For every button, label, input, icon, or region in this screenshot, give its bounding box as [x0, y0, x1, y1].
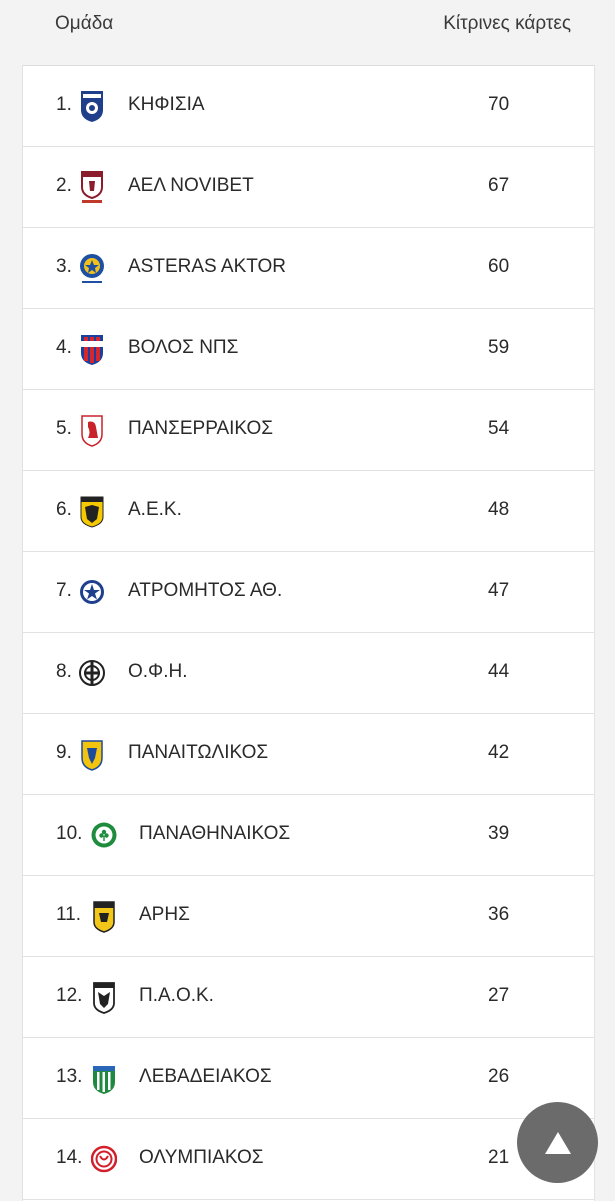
yellow-cards-value: 67	[488, 175, 510, 196]
rank: 2.	[56, 175, 72, 196]
team-name: ΑΤΡΟΜΗΤΟΣ ΑΘ.	[128, 580, 283, 601]
rank: 3.	[56, 256, 72, 277]
yellow-cards-value: 60	[488, 256, 510, 277]
yellow-cards-value: 48	[488, 499, 510, 520]
rank: 7.	[56, 580, 72, 601]
levadiakos-logo-icon	[91, 1060, 117, 1096]
rank: 9.	[56, 742, 72, 763]
team-name: Π.Α.Ο.Κ.	[139, 985, 214, 1006]
table-row: 9. ΠΑΝΑΙΤΩΛΙΚΟΣ 42	[23, 714, 594, 795]
rank: 12.	[56, 985, 83, 1006]
kifisia-logo-icon	[79, 88, 105, 124]
rank: 14.	[56, 1147, 83, 1168]
yellow-cards-value: 44	[488, 661, 510, 682]
table-row: 13. ΛΕΒΑΔΕΙΑΚΟΣ 26	[23, 1038, 594, 1119]
table-row: 12. Π.Α.Ο.Κ. 27	[23, 957, 594, 1038]
aris-logo-icon	[91, 898, 117, 934]
table-row: 2. ΑΕΛ NOVIBET 67	[23, 147, 594, 228]
yellow-cards-value: 59	[488, 337, 510, 358]
rank: 4.	[56, 337, 72, 358]
column-header-team: Ομάδα	[55, 13, 114, 34]
yellow-cards-value: 47	[488, 580, 510, 601]
table-header: Ομάδα Κίτρινες κάρτες	[0, 0, 615, 64]
yellow-cards-value: 21	[488, 1147, 510, 1168]
table-row: 5. ΠΑΝΣΕΡΡΑΙΚΟΣ 54	[23, 390, 594, 471]
team-name: ΑΕΛ NOVIBET	[128, 175, 254, 196]
atromitos-logo-icon	[79, 574, 105, 610]
team-name: ΑΡΗΣ	[139, 904, 190, 925]
olympiakos-logo-icon	[91, 1141, 117, 1177]
team-name: ΚΗΦΙΣΙΑ	[128, 94, 205, 115]
rank: 11.	[56, 904, 82, 925]
table-row: 1. ΚΗΦΙΣΙΑ 70	[23, 66, 594, 147]
team-name: ΟΛΥΜΠΙΑΚΟΣ	[139, 1147, 264, 1168]
yellow-cards-value: 26	[488, 1066, 510, 1087]
table-row: 14. ΟΛΥΜΠΙΑΚΟΣ 21	[23, 1119, 594, 1200]
team-name: Α.Ε.Κ.	[128, 499, 182, 520]
rank: 10.	[56, 823, 83, 844]
aek-logo-icon	[79, 493, 105, 529]
scroll-to-top-button[interactable]	[517, 1102, 598, 1183]
table-row: 6. Α.Ε.Κ. 48	[23, 471, 594, 552]
table-row: 10. ΠΑΝΑΘΗΝΑΙΚΟΣ 39	[23, 795, 594, 876]
paok-logo-icon	[91, 979, 117, 1015]
team-name: ΛΕΒΑΔΕΙΑΚΟΣ	[139, 1066, 272, 1087]
panserraikos-logo-icon	[79, 412, 105, 448]
rank: 8.	[56, 661, 72, 682]
asteras-logo-icon	[79, 250, 105, 286]
rank: 6.	[56, 499, 72, 520]
team-name: ΠΑΝΑΘΗΝΑΙΚΟΣ	[139, 823, 291, 844]
table-row: 11. ΑΡΗΣ 36	[23, 876, 594, 957]
yellow-cards-table: 1. ΚΗΦΙΣΙΑ 70 2. ΑΕΛ NOVIBET 67 3. ASTER…	[22, 65, 595, 1201]
yellow-cards-value: 70	[488, 94, 510, 115]
triangle-up-icon	[544, 1131, 571, 1154]
volos-logo-icon	[79, 331, 105, 367]
table-row: 8. Ο.Φ.Η. 44	[23, 633, 594, 714]
team-name: ΒΟΛΟΣ ΝΠΣ	[128, 337, 239, 358]
team-name: Ο.Φ.Η.	[128, 661, 188, 682]
panathinaikos-logo-icon	[91, 817, 117, 853]
rank: 5.	[56, 418, 72, 439]
yellow-cards-value: 42	[488, 742, 510, 763]
yellow-cards-value: 39	[488, 823, 510, 844]
column-header-yellow-cards: Κίτρινες κάρτες	[443, 13, 571, 34]
panaitolikos-logo-icon	[79, 736, 105, 772]
ofi-logo-icon	[79, 655, 105, 691]
rank: 13.	[56, 1066, 83, 1087]
table-row: 3. ASTERAS AKTOR 60	[23, 228, 594, 309]
table-row: 4. ΒΟΛΟΣ ΝΠΣ 59	[23, 309, 594, 390]
yellow-cards-value: 54	[488, 418, 510, 439]
table-row: 7. ΑΤΡΟΜΗΤΟΣ ΑΘ. 47	[23, 552, 594, 633]
yellow-cards-value: 27	[488, 985, 510, 1006]
team-name: ΠΑΝΣΕΡΡΑΙΚΟΣ	[128, 418, 274, 439]
rank: 1.	[56, 94, 72, 115]
ael-logo-icon	[79, 169, 105, 205]
team-name: ΠΑΝΑΙΤΩΛΙΚΟΣ	[128, 742, 269, 763]
team-name: ASTERAS AKTOR	[128, 256, 287, 277]
yellow-cards-value: 36	[488, 904, 510, 925]
